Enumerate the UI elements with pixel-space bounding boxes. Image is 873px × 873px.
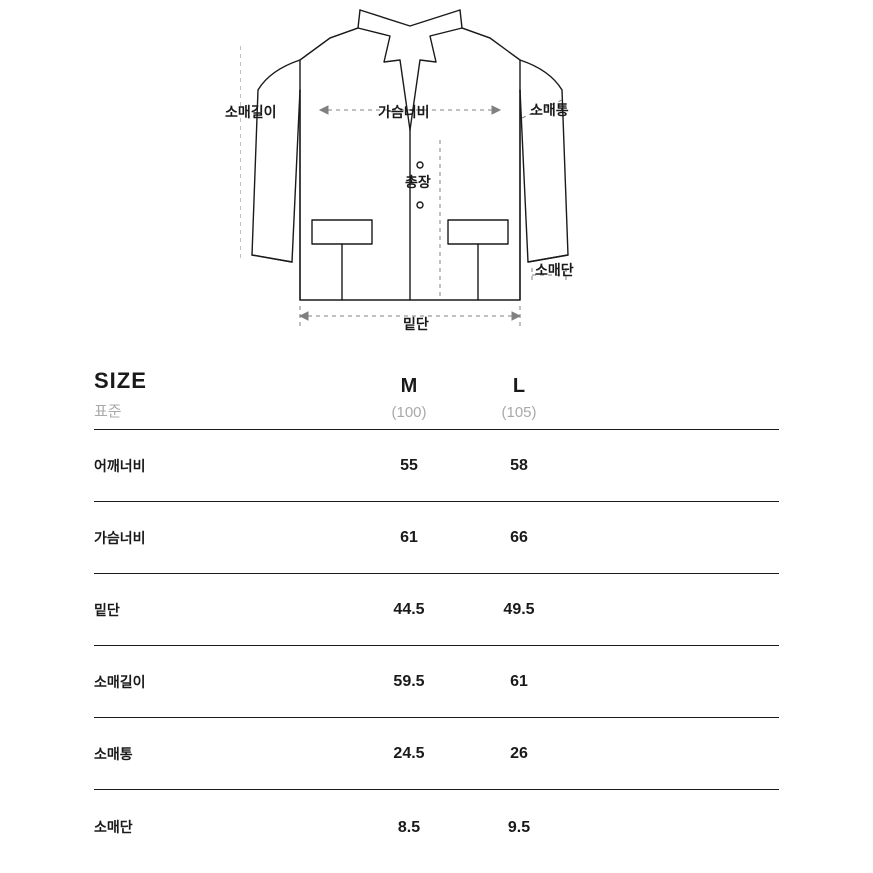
jacket-svg [240, 0, 580, 330]
row-label: 소매통 [94, 744, 354, 764]
row-val: 9.5 [464, 819, 574, 837]
label-hem: 밑단 [403, 314, 429, 334]
label-sleeve-length: 소매길이 [225, 102, 277, 122]
col-l-main: L [464, 375, 574, 398]
label-cuff: 소매단 [535, 260, 574, 280]
table-row: 가슴너비 61 66 [94, 501, 779, 573]
table-row: 소매단 8.5 9.5 [94, 789, 779, 839]
row-val: 44.5 [354, 601, 464, 619]
label-chest-width: 가슴너비 [378, 102, 430, 122]
table-header: SIZE 표준 M (100) L (105) [94, 368, 779, 429]
page: 소매길이 가슴너비 소매통 총장 소매단 밑단 SIZE 표준 M (100) … [0, 0, 873, 873]
row-val: 55 [354, 457, 464, 475]
col-m-sub: (100) [354, 404, 464, 421]
size-table: SIZE 표준 M (100) L (105) 어깨너비 55 58 가슴너비 … [94, 368, 779, 839]
row-val: 66 [464, 529, 574, 547]
row-val: 8.5 [354, 819, 464, 837]
size-subtitle: 표준 [94, 400, 354, 421]
row-val: 26 [464, 745, 574, 763]
table-row: 소매통 24.5 26 [94, 717, 779, 789]
label-sleeve-width: 소매통 [530, 100, 569, 120]
row-val: 61 [354, 529, 464, 547]
col-m-main: M [354, 375, 464, 398]
row-label: 가슴너비 [94, 528, 354, 548]
row-val: 49.5 [464, 601, 574, 619]
row-label: 소매단 [94, 817, 354, 837]
row-val: 24.5 [354, 745, 464, 763]
table-row: 어깨너비 55 58 [94, 429, 779, 501]
row-val: 58 [464, 457, 574, 475]
row-val: 61 [464, 673, 574, 691]
row-label: 소매길이 [94, 672, 354, 692]
row-label: 어깨너비 [94, 456, 354, 476]
size-title: SIZE [94, 368, 354, 394]
row-val: 59.5 [354, 673, 464, 691]
col-l-sub: (105) [464, 404, 574, 421]
table-row: 밑단 44.5 49.5 [94, 573, 779, 645]
row-label: 밑단 [94, 600, 354, 620]
label-total-length: 총장 [405, 172, 431, 192]
table-row: 소매길이 59.5 61 [94, 645, 779, 717]
jacket-diagram: 소매길이 가슴너비 소매통 총장 소매단 밑단 [0, 0, 873, 362]
